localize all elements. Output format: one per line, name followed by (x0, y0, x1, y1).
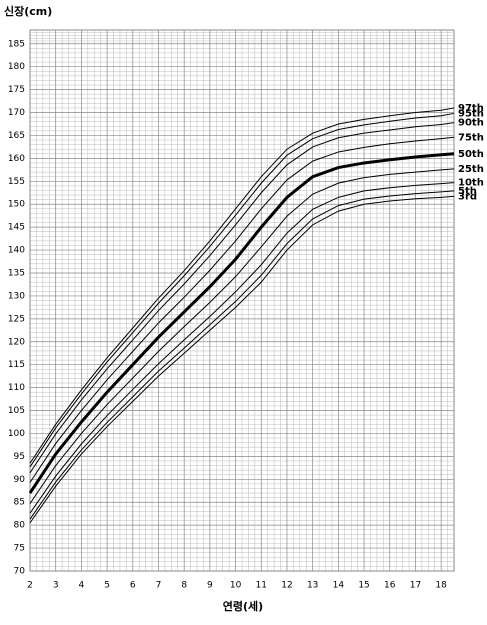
y-tick-label: 155 (8, 177, 25, 187)
x-tick-label: 3 (53, 581, 59, 591)
series-line (29, 107, 455, 464)
x-tick-label: 6 (130, 581, 136, 591)
y-tick-label: 125 (8, 314, 25, 324)
series-label: 25th (458, 164, 484, 175)
series-line (29, 168, 455, 504)
series-line (29, 182, 455, 514)
x-tick-label: 9 (207, 581, 213, 591)
x-tick-label: 11 (256, 581, 267, 591)
x-tick-label: 14 (333, 581, 345, 591)
y-tick-label: 165 (8, 131, 25, 141)
x-axis-title: 연령(세) (223, 599, 263, 613)
y-tick-label: 90 (14, 475, 26, 485)
y-tick-label: 180 (8, 62, 25, 72)
series-line (29, 190, 455, 520)
y-tick-label: 85 (14, 498, 25, 508)
y-tick-label: 150 (8, 200, 25, 210)
y-tick-label: 135 (8, 268, 25, 278)
series-label: 5th (458, 186, 477, 197)
y-tick-label: 80 (14, 521, 26, 531)
x-tick-label: 17 (410, 581, 421, 591)
y-tick-label: 95 (14, 452, 25, 462)
series-line (29, 195, 455, 524)
series-line (28, 152, 455, 494)
y-tick-label: 185 (8, 39, 25, 49)
series-label: 10th (458, 178, 484, 189)
y-tick-label: 75 (14, 544, 25, 554)
series-label: 97th (458, 103, 484, 114)
y-tick-label: 105 (8, 406, 25, 416)
series-line (29, 122, 455, 474)
series-label: 90th (458, 118, 484, 129)
x-tick-label: 2 (27, 581, 33, 591)
y-tick-label: 175 (8, 85, 25, 95)
x-tick-label: 5 (104, 581, 110, 591)
x-tick-label: 4 (79, 581, 85, 591)
y-tick-label: 140 (8, 246, 25, 256)
y-tick-label: 160 (8, 154, 25, 164)
series-line (29, 136, 455, 483)
series-label: 95th (458, 108, 484, 119)
x-tick-label: 15 (358, 581, 369, 591)
y-tick-label: 70 (14, 567, 26, 577)
x-tick-label: 18 (435, 581, 447, 591)
y-tick-label: 130 (8, 291, 25, 301)
y-axis-title: 신장(cm) (4, 4, 52, 18)
x-tick-label: 10 (230, 581, 242, 591)
y-tick-label: 110 (8, 383, 25, 393)
x-tick-label: 13 (307, 581, 318, 591)
y-tick-label: 115 (8, 360, 25, 370)
y-tick-label: 100 (8, 429, 25, 439)
x-tick-label: 8 (181, 581, 187, 591)
y-tick-label: 120 (8, 337, 25, 347)
series-label: 3rd (458, 191, 477, 202)
y-tick-label: 170 (8, 108, 25, 118)
x-tick-label: 16 (384, 581, 396, 591)
series-label: 75th (458, 132, 484, 143)
x-tick-label: 7 (156, 581, 162, 591)
x-tick-label: 12 (281, 581, 292, 591)
series-label: 50th (458, 149, 484, 160)
series-line (29, 112, 455, 468)
y-tick-label: 145 (8, 223, 25, 233)
